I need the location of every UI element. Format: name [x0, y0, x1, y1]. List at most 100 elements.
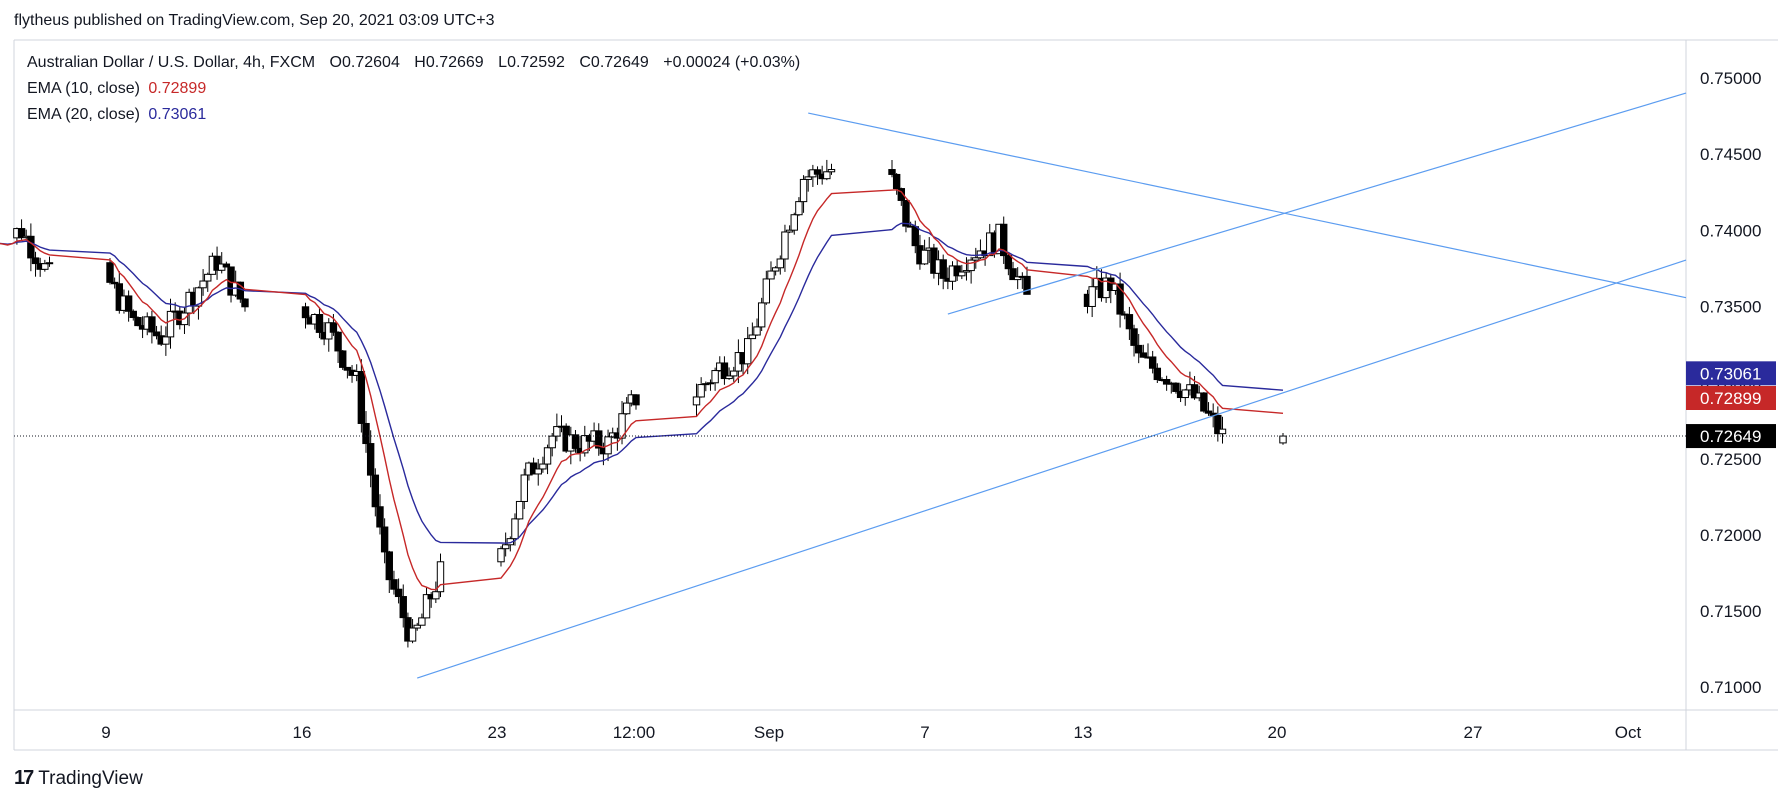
candle-down — [1125, 314, 1134, 330]
trendlines — [14, 92, 1687, 679]
trendline-lower-support — [417, 259, 1687, 679]
candle-down — [1204, 410, 1213, 414]
candle-up — [771, 267, 780, 272]
x-tick-label: Sep — [754, 723, 784, 742]
candle-down — [241, 298, 249, 308]
candle-down — [1139, 352, 1148, 358]
candle-down — [1200, 392, 1208, 412]
candle-up — [767, 270, 775, 280]
candle-down — [315, 313, 324, 333]
candle-down — [213, 255, 221, 271]
x-tick-label: 13 — [1074, 723, 1093, 742]
tradingview-logo-icon: 17 — [14, 767, 34, 789]
candle-up — [785, 229, 794, 233]
candle-down — [1023, 275, 1031, 295]
candle-up — [753, 326, 761, 336]
high-value: 0.72669 — [425, 54, 484, 71]
y-tick-label: 0.72500 — [1700, 450, 1761, 469]
y-tick-label: 0.75000 — [1700, 69, 1761, 88]
x-tick-label: 9 — [101, 723, 110, 742]
ema20-value: 0.73061 — [148, 106, 207, 123]
x-tick-label: 7 — [920, 723, 929, 742]
candle-up — [799, 178, 808, 203]
candle-up — [1218, 428, 1227, 435]
y-tick-label: 0.74000 — [1700, 221, 1761, 240]
candle-up — [199, 280, 207, 289]
change-value: +0.00024 (+0.03%) — [663, 54, 801, 71]
ema10-price-tag: 0.72899 — [1686, 385, 1776, 410]
candle-up — [534, 468, 542, 475]
close-value: 0.72649 — [590, 54, 649, 71]
candle-down — [334, 331, 342, 352]
candle-up — [418, 617, 426, 626]
candle-up — [790, 214, 798, 231]
candle-down — [110, 281, 119, 285]
candle-down — [357, 370, 366, 424]
high-label: H — [414, 54, 426, 71]
x-tick-label: 23 — [488, 723, 507, 742]
ema20-line — [0, 222, 1284, 544]
candle-down — [897, 188, 906, 201]
y-tick-label: 0.72000 — [1700, 526, 1761, 545]
symbol-label: Australian Dollar / U.S. Dollar, 4h, FXC… — [27, 54, 316, 71]
candle-up — [501, 544, 510, 550]
candle-up — [520, 474, 528, 502]
open-label: O — [329, 54, 342, 71]
candle-up — [967, 259, 975, 272]
ema20-price-tag: 0.73061 — [1686, 361, 1776, 386]
candle-down — [124, 295, 133, 312]
candle-up — [711, 370, 719, 384]
candle-down — [953, 265, 961, 277]
candle-up — [1013, 276, 1022, 281]
candle-up — [436, 561, 445, 593]
candle-down — [1190, 384, 1199, 399]
candle-up — [804, 176, 812, 180]
candle-up — [730, 370, 738, 377]
candle-up — [781, 231, 789, 260]
candle-down — [31, 257, 40, 265]
candle-down — [399, 596, 407, 619]
ema10-value: 0.72899 — [148, 80, 207, 97]
candle-up — [1088, 286, 1096, 307]
candle-up — [725, 375, 733, 380]
ema10-legend[interactable]: EMA (10, close) 0.72899 — [27, 80, 210, 98]
candle-down — [1162, 379, 1171, 385]
candle-up — [408, 627, 417, 642]
candle-down — [1172, 382, 1180, 392]
low-label: L — [498, 54, 508, 71]
y-tick-label: 0.73500 — [1700, 297, 1761, 316]
time-axis: 9 16 23 12:00 Sep 7 13 20 27 Oct — [101, 723, 1641, 742]
y-tick-label: 0.71500 — [1700, 602, 1761, 621]
candle-up — [827, 169, 836, 173]
candle-up — [553, 426, 561, 437]
candle-down — [911, 226, 919, 247]
brand-label: TradingView — [38, 767, 143, 789]
candle-up — [194, 287, 203, 307]
candle-down — [888, 169, 896, 175]
x-tick-label: 16 — [293, 723, 312, 742]
candle-down — [385, 551, 393, 581]
candle-up — [497, 548, 505, 563]
ema20-price-tag-label: 0.73061 — [1700, 364, 1761, 383]
candle-up — [432, 591, 440, 600]
ema20-label: EMA (20, close) — [27, 106, 140, 123]
candle-down — [632, 394, 640, 406]
ohlc-legend: Australian Dollar / U.S. Dollar, 4h, FXC… — [27, 54, 804, 72]
x-tick-label: 12:00 — [613, 723, 656, 742]
candle-down — [371, 474, 380, 508]
candle-down — [376, 506, 384, 528]
candle-down — [329, 322, 338, 333]
candle-up — [795, 201, 803, 216]
trendline-upper-channel — [947, 92, 1687, 315]
candle-up — [697, 384, 705, 398]
candle-up — [511, 518, 519, 540]
candle-down — [339, 350, 347, 368]
publish-header: flytheus published on TradingView.com, S… — [14, 12, 495, 29]
candle-down — [301, 306, 310, 319]
candle-down — [366, 443, 375, 476]
ema20-legend[interactable]: EMA (20, close) 0.73061 — [27, 106, 210, 124]
tradingview-logo[interactable]: 17 TradingView — [14, 767, 143, 790]
candle-up — [776, 258, 784, 269]
candle-up — [972, 257, 980, 261]
